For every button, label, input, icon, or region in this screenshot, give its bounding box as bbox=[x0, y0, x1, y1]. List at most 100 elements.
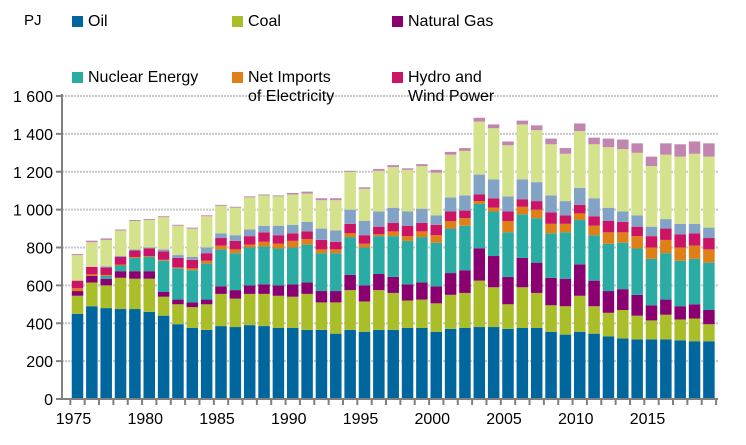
bar-segment-2010-6 bbox=[574, 187, 586, 205]
x-tick-label: 1990 bbox=[271, 411, 307, 428]
bar-segment-1982-0 bbox=[172, 324, 184, 399]
bar-segment-2019-7 bbox=[703, 156, 715, 228]
bar-segment-1999-0 bbox=[416, 327, 428, 399]
bar-segment-2017-0 bbox=[674, 340, 686, 399]
bar-segment-2010-8 bbox=[574, 123, 586, 132]
bar-segment-1977-4 bbox=[100, 274, 112, 276]
bar-segment-1998-2 bbox=[401, 284, 414, 301]
bar-segment-1987-5 bbox=[243, 236, 256, 245]
y-tick-label: 1 600 bbox=[13, 89, 53, 106]
bar-segment-1990-7 bbox=[287, 194, 299, 225]
bar-segment-2014-3 bbox=[631, 248, 643, 295]
bar-segment-1986-1 bbox=[229, 298, 242, 328]
bar-segment-1986-0 bbox=[229, 327, 242, 399]
bar-segment-1977-2 bbox=[100, 278, 112, 286]
bar-segment-1978-5 bbox=[114, 256, 127, 265]
x-tick-label: 1995 bbox=[343, 411, 379, 428]
bar-segment-2003-4 bbox=[473, 201, 486, 204]
bar-segment-1981-0 bbox=[157, 315, 170, 399]
bar-segment-1990-3 bbox=[287, 247, 299, 285]
bar-segment-1995-7 bbox=[358, 188, 371, 221]
bar-segment-1991-6 bbox=[301, 221, 313, 232]
bar-segment-2007-0 bbox=[530, 327, 543, 399]
bar-segment-1982-8 bbox=[172, 224, 184, 226]
bar-segment-2019-0 bbox=[703, 341, 715, 399]
bar-segment-2012-6 bbox=[602, 207, 615, 221]
legend-swatch bbox=[232, 72, 243, 83]
bar-segment-2009-0 bbox=[559, 334, 572, 399]
bar-segment-2014-8 bbox=[631, 143, 643, 153]
bar-segment-1977-5 bbox=[100, 267, 112, 275]
bar-segment-1995-2 bbox=[358, 285, 371, 302]
bar-segment-1989-5 bbox=[272, 235, 285, 244]
bar-segment-1978-0 bbox=[114, 309, 127, 399]
bar-segment-1990-8 bbox=[287, 192, 299, 195]
bar-segment-1997-6 bbox=[387, 207, 399, 223]
bar-segment-1985-1 bbox=[215, 293, 227, 327]
bar-segment-2007-2 bbox=[530, 262, 543, 293]
bar-segment-2009-1 bbox=[559, 306, 572, 335]
bar-segment-1999-5 bbox=[416, 222, 428, 232]
bar-segment-2002-7 bbox=[459, 150, 471, 196]
bar-segment-1980-4 bbox=[143, 256, 155, 257]
bar-segment-2000-7 bbox=[430, 172, 442, 216]
bar-segment-2002-8 bbox=[459, 148, 471, 151]
bar-segment-1982-2 bbox=[172, 299, 184, 305]
bar-segment-1989-4 bbox=[272, 243, 285, 249]
bar-segment-1997-7 bbox=[387, 167, 399, 208]
bar-segment-1992-7 bbox=[315, 200, 328, 229]
bar-segment-1995-8 bbox=[358, 187, 371, 189]
bar-segment-1999-4 bbox=[416, 231, 428, 238]
bar-segment-1995-0 bbox=[358, 331, 371, 399]
bar-segment-2012-7 bbox=[602, 147, 615, 208]
bar-segment-1980-2 bbox=[143, 271, 155, 279]
y-tick-label: 1 200 bbox=[13, 165, 53, 182]
legend-label: Nuclear Energy bbox=[88, 69, 199, 86]
bar-segment-2012-1 bbox=[602, 312, 615, 337]
bar-segment-1983-2 bbox=[186, 302, 199, 308]
bar-segment-2012-3 bbox=[602, 243, 615, 292]
bar-segment-1985-0 bbox=[215, 326, 227, 399]
bar-segment-1981-4 bbox=[157, 259, 170, 261]
bar-segment-1993-1 bbox=[330, 302, 342, 334]
bar-segment-1978-3 bbox=[114, 265, 127, 272]
legend-swatch bbox=[392, 72, 403, 83]
bar-segment-1985-2 bbox=[215, 286, 227, 294]
bar-segment-2003-1 bbox=[473, 280, 486, 328]
bar-segment-2004-3 bbox=[487, 211, 500, 257]
bar-segment-1998-4 bbox=[401, 236, 414, 241]
bar-segment-1988-7 bbox=[258, 195, 270, 226]
bar-segment-1984-5 bbox=[200, 253, 213, 261]
bar-segment-1992-6 bbox=[315, 228, 328, 240]
bar-segment-1991-7 bbox=[301, 193, 313, 222]
bar-segment-2013-6 bbox=[617, 211, 629, 222]
bar-segment-2003-2 bbox=[473, 248, 486, 281]
bar-segment-2006-7 bbox=[516, 124, 529, 180]
bar-segment-2003-6 bbox=[473, 174, 486, 195]
bar-segment-2011-5 bbox=[588, 216, 600, 226]
bar-segment-1975-0 bbox=[71, 313, 84, 399]
bar-segment-1988-3 bbox=[258, 246, 270, 285]
bar-segment-1997-1 bbox=[387, 292, 399, 330]
bar-segment-2001-5 bbox=[444, 211, 457, 221]
bar-segment-2012-2 bbox=[602, 291, 615, 313]
bar-segment-1987-7 bbox=[243, 197, 256, 230]
bar-segment-1987-0 bbox=[243, 325, 256, 399]
bar-segment-2015-6 bbox=[645, 226, 658, 237]
bar-segment-2018-8 bbox=[688, 141, 701, 154]
bar-segment-1983-6 bbox=[186, 256, 199, 260]
bar-segment-2019-5 bbox=[703, 238, 715, 250]
bar-segment-1999-3 bbox=[416, 237, 428, 283]
bar-segment-2010-3 bbox=[574, 220, 586, 265]
bar-segment-1986-2 bbox=[229, 290, 242, 299]
bar-segment-2007-3 bbox=[530, 218, 543, 263]
bar-segment-1993-2 bbox=[330, 291, 342, 303]
bar-segment-1995-1 bbox=[358, 301, 371, 332]
bar-segment-1988-6 bbox=[258, 225, 270, 233]
y-axis-unit-label: PJ bbox=[24, 12, 42, 29]
bar-segment-2014-6 bbox=[631, 215, 643, 227]
bar-segment-2009-7 bbox=[559, 153, 572, 202]
bar-segment-2015-2 bbox=[645, 305, 658, 321]
bar-segment-2013-1 bbox=[617, 309, 629, 339]
